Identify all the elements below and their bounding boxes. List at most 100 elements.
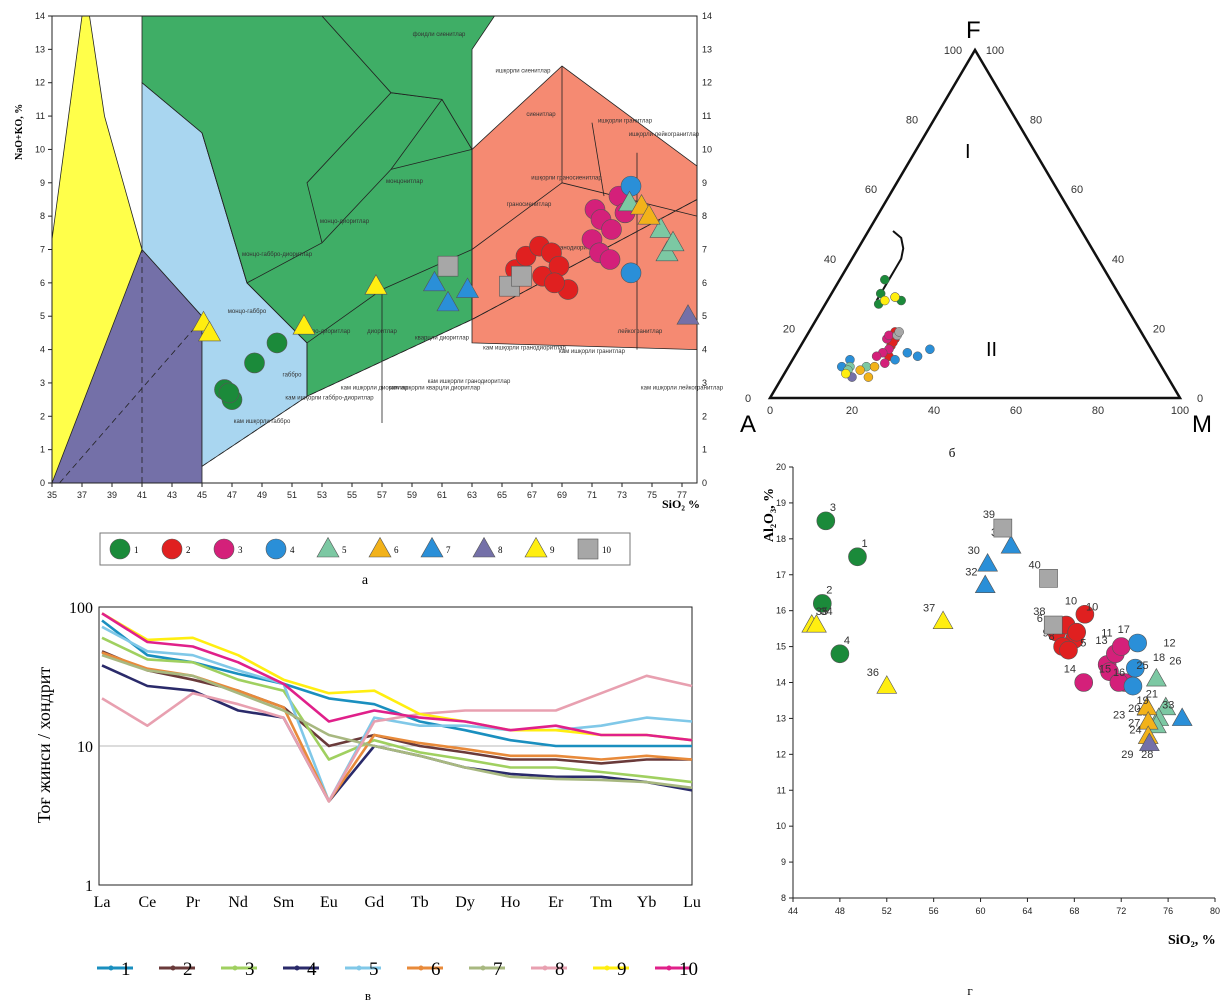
tas-point-s5	[661, 230, 685, 252]
harker-point-label: 11	[1101, 628, 1112, 640]
harker-point-label: 16	[1113, 667, 1125, 679]
ree-legend-label-7: 7	[493, 959, 503, 980]
harker-point-s7	[977, 553, 999, 572]
afm-points	[837, 274, 935, 382]
ree-legend-label-5: 5	[369, 959, 379, 980]
tas-x-tick-label: 51	[287, 490, 297, 500]
harker-point-label: 27	[1128, 717, 1140, 729]
harker-x-tick-label: 68	[1069, 906, 1079, 916]
tas-y-tick-label-right: 0	[702, 478, 707, 488]
ree-legend-marker-5	[356, 965, 362, 971]
boundary-dash	[201, 199, 698, 467]
harker-y-tick-label: 15	[776, 642, 786, 652]
legend-marker-9	[524, 536, 548, 558]
tas-x-tick-label: 75	[647, 490, 657, 500]
ree-spider-diagram: La Ce Pr Nd Sm Eu Gd Tb Dy Ho Er Tm Yb Lu 1 10 100 Тоғ …	[34, 600, 701, 1003]
tas-y-tick-label-right: 3	[702, 378, 707, 388]
afm-right-tick: 80	[1030, 115, 1042, 127]
harker-x-tick-label: 56	[929, 906, 939, 916]
ree-legend-marker-3	[232, 965, 238, 971]
tas-y-axis-label: NaO+KO, %	[14, 104, 25, 160]
ree-legend-label-2: 2	[183, 959, 193, 980]
tas-zone-label: сиенитлар	[526, 112, 556, 118]
afm-left-tick: 20	[783, 323, 795, 335]
ree-x-tick-label: Lu	[683, 894, 701, 911]
harker-y-tick-label: 13	[776, 713, 786, 723]
tas-point-s9	[292, 314, 316, 335]
harker-point-s2	[1075, 604, 1095, 624]
harker-point-label: 36	[867, 667, 879, 679]
ree-x-tick-label: Tm	[590, 894, 613, 911]
tas-point-s5	[649, 217, 673, 238]
harker-extra-label: 10	[1086, 602, 1098, 614]
ree-legend-marker-10	[666, 965, 672, 971]
harker-y-tick-label: 12	[776, 749, 786, 759]
harker-x-tick-label: 72	[1116, 906, 1126, 916]
afm-right-tick: 20	[1153, 323, 1165, 335]
tas-points	[191, 175, 700, 410]
harker-point-label: 1	[861, 538, 867, 550]
tas-zone-label: кам ишқорли габбро	[234, 419, 291, 425]
ree-x-tick-label: Er	[548, 894, 564, 911]
ree-legend: 1 2 3 4 5 6 7 8 9 10	[97, 959, 698, 980]
afm-bottom-tick: 40	[928, 405, 940, 417]
legend-marker-8	[472, 536, 496, 558]
harker-point-s9	[932, 610, 954, 629]
tas-y-tick-label-right: 14	[702, 11, 712, 21]
harker-x-tick-label: 52	[882, 906, 892, 916]
harker-point-label: 35	[816, 606, 828, 618]
harker-point-s8	[1138, 732, 1160, 752]
tas-x-tick-label: 57	[377, 490, 387, 500]
afm-bottom-tick: 80	[1092, 405, 1104, 417]
harker-y-ticks: 8 9 10 11 12 13 14 15 16 17 18 19 20	[776, 462, 793, 903]
ree-x-ticks: La Ce Pr Nd Sm Eu Gd Tb Dy Ho Er Tm Yb Lu	[94, 894, 701, 911]
afm-left-tick: 40	[824, 254, 836, 266]
harker-point-s4	[1128, 633, 1147, 653]
afm-left-tick: 0	[745, 393, 751, 405]
tas-x-tick-label: 59	[407, 490, 417, 500]
boundary-dash-3	[59, 319, 203, 484]
afm-triangle-outline	[767, 47, 1183, 400]
afm-point-s6	[869, 361, 880, 372]
ree-x-tick-label: Tb	[411, 894, 429, 911]
tas-zone-label: монцо-габбро-диоритлар	[242, 252, 313, 258]
boundary-10	[591, 122, 605, 197]
afm-right-tick: 0	[1197, 393, 1203, 405]
harker-point-label: 33	[1162, 699, 1174, 711]
harker-x-ticks: 44 48 52 56 60 64 68 72 76 80	[788, 898, 1220, 916]
ree-x-tick-label: Eu	[320, 894, 338, 911]
tas-x-tick-label: 67	[527, 490, 537, 500]
ree-legend-label-1: 1	[121, 959, 131, 980]
afm-point-s9	[890, 292, 900, 302]
ree-y-tick-label: 100	[69, 600, 93, 617]
tas-point-s9	[197, 320, 222, 342]
ree-y-tick-label: 10	[77, 739, 93, 756]
harker-point-s5	[1155, 696, 1177, 716]
panel-label-b: б	[949, 445, 956, 460]
harker-point-label: 15	[1099, 664, 1111, 676]
harker-point-s7	[974, 574, 996, 594]
tas-zone-label: кварцли диоритлар	[415, 336, 470, 342]
ree-legend-label-3: 3	[245, 959, 255, 980]
tas-y-tick-label-right: 11	[702, 111, 711, 121]
tas-point-s4	[620, 262, 642, 284]
afm-point-s3	[871, 351, 882, 361]
harker-point-s9	[806, 614, 827, 633]
afm-divider-curve	[875, 230, 905, 302]
ree-x-tick-label: Yb	[637, 894, 657, 911]
harker-x-tick-label: 64	[1022, 906, 1032, 916]
harker-y-tick-label: 20	[776, 462, 786, 472]
tas-y-tick-label: 0	[40, 478, 45, 488]
afm-field-ii: II	[986, 339, 997, 361]
afm-point-s9	[841, 368, 851, 379]
harker-point-label: 32	[965, 567, 977, 579]
ree-line-s8	[101, 674, 693, 803]
tas-x-tick-label: 49	[257, 490, 267, 500]
harker-x-tick-label: 80	[1210, 906, 1220, 916]
panel-label-g: г	[967, 983, 972, 998]
legend-label-1: 1	[134, 545, 139, 555]
tas-y-tick-label: 6	[40, 278, 45, 288]
harker-point-label: 21	[1146, 689, 1158, 701]
